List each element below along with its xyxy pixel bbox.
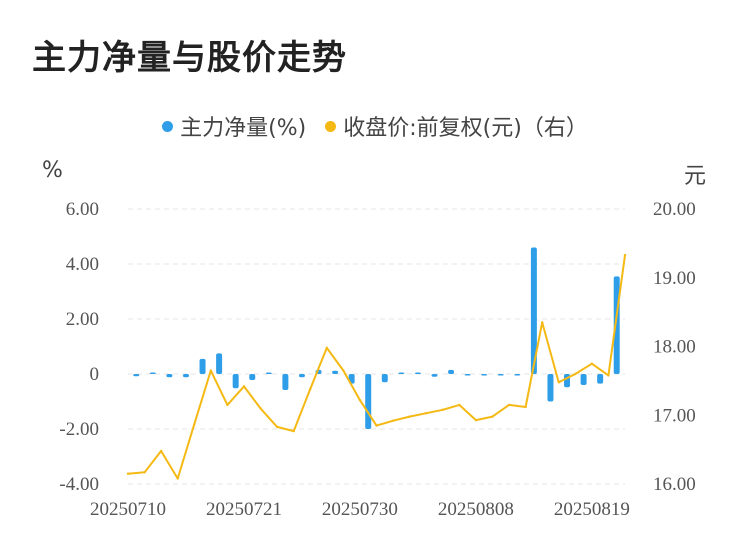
line-point[interactable] xyxy=(275,425,279,429)
bar[interactable] xyxy=(149,372,156,375)
bar[interactable] xyxy=(249,374,256,381)
line-series xyxy=(126,253,627,480)
bar[interactable] xyxy=(547,374,554,402)
bar[interactable] xyxy=(530,247,537,375)
bar[interactable] xyxy=(166,374,173,378)
x-tick-label: 20250808 xyxy=(438,499,514,520)
legend-label-net-volume: 主力净量(%) xyxy=(180,116,307,141)
chart-title: 主力净量与股价走势 xyxy=(32,38,347,78)
legend-item-net-volume[interactable]: 主力净量(%) xyxy=(162,110,306,142)
line-point[interactable] xyxy=(226,403,229,407)
bar[interactable] xyxy=(431,374,438,377)
line-point[interactable] xyxy=(242,385,246,388)
y-left-tick-label: -2.00 xyxy=(59,419,99,440)
bar-series xyxy=(133,247,620,429)
right-axis-ticks: 20.00 19.00 18.00 17.00 16.00 xyxy=(653,199,696,495)
line-point[interactable] xyxy=(325,346,328,350)
left-axis-unit: % xyxy=(42,158,63,183)
bar[interactable] xyxy=(216,353,223,374)
y-right-tick-label: 20.00 xyxy=(653,199,696,220)
line-point[interactable] xyxy=(259,407,262,410)
right-axis-unit: 元 xyxy=(684,164,707,189)
line-point[interactable] xyxy=(491,415,494,418)
bar[interactable] xyxy=(232,374,239,389)
y-right-tick-label: 19.00 xyxy=(653,268,696,289)
bar[interactable] xyxy=(580,374,587,385)
line-point[interactable] xyxy=(507,403,511,407)
line-point[interactable] xyxy=(391,419,395,422)
y-left-tick-label: 0 xyxy=(90,364,100,385)
bar[interactable] xyxy=(133,374,140,377)
bar[interactable] xyxy=(497,374,504,376)
legend-dot-blue-icon xyxy=(162,120,174,132)
line-point[interactable] xyxy=(193,422,196,426)
line-point[interactable] xyxy=(474,418,478,422)
bar[interactable] xyxy=(481,374,488,376)
line-point[interactable] xyxy=(425,411,428,415)
line-point[interactable] xyxy=(176,477,179,480)
line-point[interactable] xyxy=(540,321,544,324)
x-tick-label: 20250730 xyxy=(322,499,398,520)
x-tick-label: 20250721 xyxy=(206,499,282,520)
line-point[interactable] xyxy=(143,471,146,474)
y-left-tick-label: 2.00 xyxy=(66,309,99,330)
line-point[interactable] xyxy=(408,415,411,418)
left-axis-ticks: 6.00 4.00 2.00 0 -2.00 -4.00 xyxy=(59,199,99,495)
bar[interactable] xyxy=(332,370,339,374)
bar[interactable] xyxy=(282,374,289,390)
line-point[interactable] xyxy=(458,403,461,407)
line-point[interactable] xyxy=(342,369,345,372)
line-point[interactable] xyxy=(358,398,362,402)
legend-label-close-price: 收盘价:前复权(元)（右） xyxy=(343,116,588,141)
line-point[interactable] xyxy=(524,405,527,409)
line-point[interactable] xyxy=(292,429,295,433)
x-tick-label: 20250819 xyxy=(554,499,630,520)
gridlines xyxy=(128,208,625,485)
line-point[interactable] xyxy=(590,362,594,365)
line-point[interactable] xyxy=(309,387,312,391)
line-point[interactable] xyxy=(607,374,610,377)
line-point[interactable] xyxy=(209,369,213,372)
bar[interactable] xyxy=(182,374,189,378)
y-left-tick-label: 6.00 xyxy=(66,199,99,220)
bar[interactable] xyxy=(199,358,206,374)
y-right-tick-label: 17.00 xyxy=(653,405,696,426)
bar[interactable] xyxy=(298,374,305,378)
y-right-tick-label: 16.00 xyxy=(653,474,696,495)
line-point[interactable] xyxy=(574,372,577,376)
legend-item-close-price[interactable]: 收盘价:前复权(元)（右） xyxy=(325,110,588,142)
legend-dot-yellow-icon xyxy=(325,120,337,132)
bar[interactable] xyxy=(381,374,388,383)
y-right-tick-label: 18.00 xyxy=(653,337,696,358)
y-left-tick-label: -4.00 xyxy=(59,474,99,495)
y-left-tick-label: 4.00 xyxy=(66,254,99,275)
x-tick-label: 20250710 xyxy=(90,499,166,520)
line-point[interactable] xyxy=(126,472,130,475)
bar[interactable] xyxy=(398,372,405,375)
bar[interactable] xyxy=(464,374,471,376)
bar[interactable] xyxy=(597,374,604,384)
line-point[interactable] xyxy=(441,408,444,411)
bar[interactable] xyxy=(365,374,372,429)
bar[interactable] xyxy=(448,369,455,374)
x-axis-ticks: 20250710 20250721 20250730 20250808 20250819 xyxy=(90,499,630,520)
line-point[interactable] xyxy=(623,253,627,257)
legend: 主力净量(%) 收盘价:前复权(元)（右） xyxy=(0,110,750,142)
bar[interactable] xyxy=(265,372,272,375)
line-point[interactable] xyxy=(375,424,378,427)
bar[interactable] xyxy=(414,372,421,375)
bar[interactable] xyxy=(514,374,521,376)
line-point[interactable] xyxy=(557,381,560,384)
line-point[interactable] xyxy=(159,449,163,453)
